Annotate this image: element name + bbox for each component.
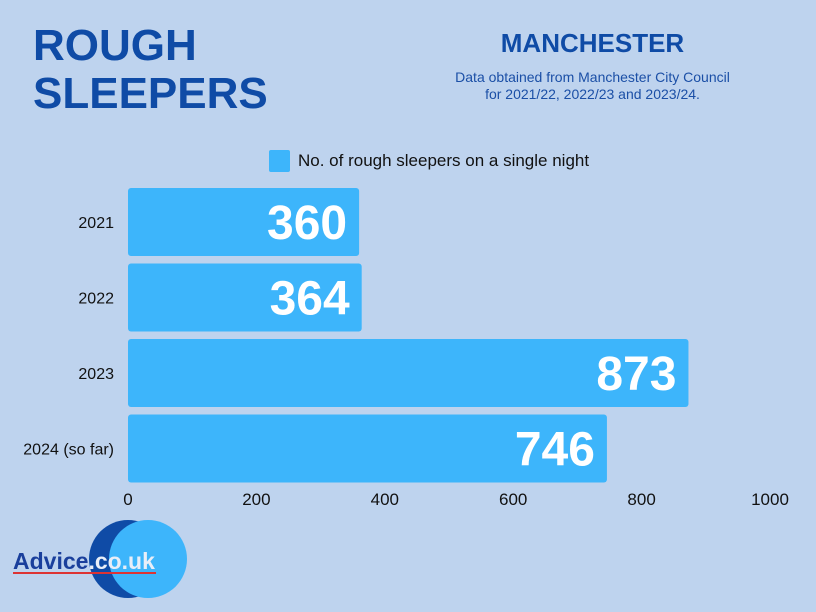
bar-1 <box>128 263 362 332</box>
bar-value-label: 873 <box>596 348 676 401</box>
data-source-note: Data obtained from Manchester City Counc… <box>420 69 765 103</box>
x-tick-label: 400 <box>371 490 399 509</box>
category-label: 2022 <box>78 291 114 308</box>
legend-label: No. of rough sleepers on a single night <box>298 151 589 170</box>
x-tick-label: 200 <box>242 490 270 509</box>
title-line-1: ROUGH <box>33 21 197 70</box>
city-heading: MANCHESTER <box>500 28 685 58</box>
x-tick-label: 600 <box>499 490 527 509</box>
bar-0 <box>128 188 360 256</box>
x-tick-label: 0 <box>123 490 132 509</box>
bar-2 <box>128 339 689 407</box>
advice-logo: Advice.co.uk <box>13 520 187 598</box>
bar-3 <box>128 414 607 483</box>
legend-swatch <box>269 150 290 172</box>
bar-value-label: 364 <box>270 273 350 326</box>
bar-value-label: 360 <box>267 197 347 250</box>
subtitle-line-1: Data obtained from Manchester City Counc… <box>455 69 730 85</box>
category-label: 2021 <box>78 215 114 232</box>
svg-text:Advice.co.uk: Advice.co.uk <box>13 548 155 574</box>
category-label: 2024 (so far) <box>23 442 114 459</box>
subtitle-line-2: for 2021/22, 2022/23 and 2023/24. <box>485 86 700 102</box>
x-tick-label: 800 <box>627 490 655 509</box>
x-tick-label: 1000 <box>751 490 789 509</box>
title-line-2: SLEEPERS <box>33 69 268 118</box>
bar-value-label: 746 <box>515 424 595 477</box>
category-label: 2023 <box>78 366 114 383</box>
page-title: ROUGH SLEEPERS <box>33 22 268 118</box>
